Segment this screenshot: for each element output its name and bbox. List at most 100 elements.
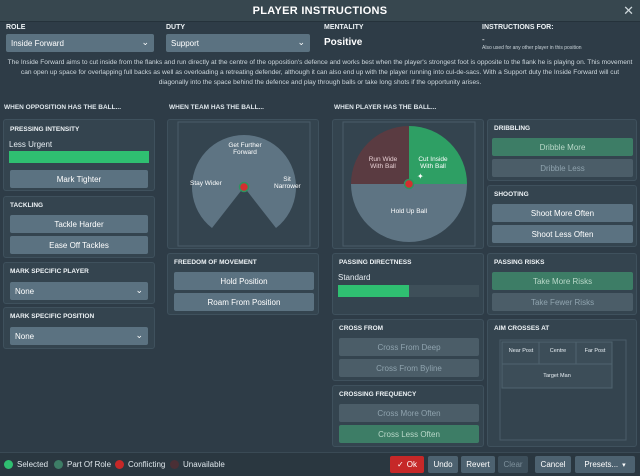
tackling-title: TACKLING	[10, 202, 44, 209]
passing-directness-panel: PASSING DIRECTNESS Standard	[332, 253, 484, 315]
section-team-ball: WHEN TEAM HAS THE BALL...	[169, 104, 264, 111]
team-ball-wheel[interactable]	[192, 135, 296, 228]
close-icon[interactable]: ✕	[623, 3, 634, 18]
sit-narrower-option[interactable]: Sit Narrower	[274, 176, 301, 190]
instructions-for-subtext: Also used for any other player in this p…	[482, 45, 582, 51]
mark-position-panel: MARK SPECIFIC POSITION None ⌄	[3, 307, 155, 349]
legend-conflicting-label: Conflicting	[128, 460, 166, 469]
ease-off-tackles-button[interactable]: Ease Off Tackles	[10, 236, 148, 254]
player-ball-pitch	[342, 121, 476, 247]
passing-directness-level: Standard	[338, 273, 371, 282]
passing-directness-fill	[338, 285, 409, 297]
cut-inside-option[interactable]: Cut Inside With Ball	[418, 156, 448, 170]
mentality-value: Positive	[324, 37, 363, 48]
run-wide-segment[interactable]	[351, 126, 409, 184]
mark-position-value: None	[15, 331, 35, 341]
pressing-panel: PRESSING INTENSITY Less Urgent Mark Tigh…	[3, 119, 155, 191]
cursor-icon: ✦	[417, 172, 424, 181]
role-description: The Inside Forward aims to cut inside fr…	[7, 59, 633, 86]
roam-from-position-button[interactable]: Roam From Position	[174, 293, 314, 311]
instructions-for-label: INSTRUCTIONS FOR:	[482, 24, 554, 31]
shoot-less-often-button[interactable]: Shoot Less Often	[492, 225, 633, 243]
cut-inside-segment[interactable]	[409, 126, 467, 184]
conflicting-dot-icon	[115, 460, 124, 469]
clear-button[interactable]: Clear	[498, 456, 528, 473]
presets-button[interactable]: Presets... ▾	[575, 456, 635, 473]
shoot-more-often-button[interactable]: Shoot More Often	[492, 204, 633, 222]
far-post-option[interactable]: Far Post	[584, 348, 606, 354]
target-man-option[interactable]: Target Man	[543, 373, 571, 379]
cross-more-often-button[interactable]: Cross More Often	[339, 404, 479, 422]
mark-position-dropdown[interactable]: None ⌄	[10, 327, 148, 345]
hold-up-ball-option[interactable]: Hold Up Ball	[390, 208, 428, 215]
undo-button[interactable]: Undo	[428, 456, 458, 473]
check-icon: ✓	[397, 460, 404, 469]
player-marker	[238, 181, 250, 193]
centre-option[interactable]: Centre	[549, 348, 567, 354]
ok-button[interactable]: ✓ Ok	[390, 456, 424, 473]
dribbling-panel: DRIBBLING Dribble More Dribble Less	[487, 119, 637, 181]
instructions-for-value: -	[482, 35, 485, 44]
chevron-down-icon: ⌄	[135, 285, 143, 295]
aim-crosses-box	[499, 339, 627, 441]
hold-position-button[interactable]: Hold Position	[174, 272, 314, 290]
freedom-title: FREEDOM OF MOVEMENT	[174, 259, 257, 266]
pressing-bar-track[interactable]	[9, 151, 149, 163]
legend-part-label: Part Of Role	[67, 460, 112, 469]
team-ball-panel: Get Further Forward Stay Wider Sit Narro…	[167, 119, 319, 249]
mark-tighter-button[interactable]: Mark Tighter	[10, 170, 148, 188]
section-opposition-ball: WHEN OPPOSITION HAS THE BALL...	[4, 104, 122, 111]
take-more-risks-button[interactable]: Take More Risks	[492, 272, 633, 290]
passing-directness-track[interactable]	[338, 285, 479, 297]
mark-player-panel: MARK SPECIFIC PLAYER None ⌄	[3, 262, 155, 304]
stay-wider-option[interactable]: Stay Wider	[190, 180, 222, 187]
chevron-down-icon: ⌄	[141, 37, 149, 47]
dribbling-title: DRIBBLING	[494, 125, 531, 132]
shooting-panel: SHOOTING Shoot More Often Shoot Less Oft…	[487, 185, 637, 247]
pressing-bar-fill	[9, 151, 149, 163]
take-fewer-risks-button[interactable]: Take Fewer Risks	[492, 293, 633, 311]
cross-less-often-button[interactable]: Cross Less Often	[339, 425, 479, 443]
mark-player-dropdown[interactable]: None ⌄	[10, 282, 148, 300]
cancel-button[interactable]: Cancel	[535, 456, 571, 473]
legend-selected-label: Selected	[17, 460, 49, 469]
unavailable-dot-icon	[170, 460, 179, 469]
chevron-down-icon: ▾	[622, 461, 626, 469]
role-value: Inside Forward	[11, 38, 64, 48]
legend-unavailable-label: Unavailable	[183, 460, 225, 469]
revert-button[interactable]: Revert	[461, 456, 495, 473]
chevron-down-icon: ⌄	[297, 37, 305, 47]
passing-risks-panel: PASSING RISKS Take More Risks Take Fewer…	[487, 253, 637, 315]
freedom-panel: FREEDOM OF MOVEMENT Hold Position Roam F…	[167, 253, 319, 315]
get-further-forward-option[interactable]: Get Further Forward	[228, 142, 262, 156]
pressing-level: Less Urgent	[9, 140, 53, 149]
dribble-more-button[interactable]: Dribble More	[492, 138, 633, 156]
hold-up-ball-segment[interactable]	[351, 184, 467, 242]
selected-dot-icon	[4, 460, 13, 469]
duty-label: DUTY	[166, 24, 186, 31]
run-wide-option[interactable]: Run Wide With Ball	[368, 156, 398, 170]
footer-bar	[0, 452, 640, 476]
duty-dropdown[interactable]: Support ⌄	[166, 34, 310, 52]
dribble-less-button[interactable]: Dribble Less	[492, 159, 633, 177]
mentality-label: MENTALITY	[324, 24, 364, 31]
section-player-ball: WHEN PLAYER HAS THE BALL...	[334, 104, 437, 111]
duty-value: Support	[171, 38, 200, 48]
tackle-harder-button[interactable]: Tackle Harder	[10, 215, 148, 233]
presets-label: Presets...	[584, 460, 619, 469]
pressing-title: PRESSING INTENSITY	[10, 126, 80, 133]
shooting-title: SHOOTING	[494, 191, 529, 198]
player-marker	[403, 178, 415, 190]
cross-from-deep-button[interactable]: Cross From Deep	[339, 338, 479, 356]
passing-risks-title: PASSING RISKS	[494, 259, 545, 266]
role-label: ROLE	[6, 24, 26, 31]
tackling-panel: TACKLING Tackle Harder Ease Off Tackles	[3, 196, 155, 258]
aim-crosses-panel: AIM CROSSES AT Near Post Centre Far Post…	[487, 319, 637, 447]
chevron-down-icon: ⌄	[135, 330, 143, 340]
crossing-frequency-panel: CROSSING FREQUENCY Cross More Often Cros…	[332, 385, 484, 447]
role-dropdown[interactable]: Inside Forward ⌄	[6, 34, 154, 52]
cross-from-byline-button[interactable]: Cross From Byline	[339, 359, 479, 377]
mark-player-title: MARK SPECIFIC PLAYER	[10, 268, 89, 275]
title-bar: PLAYER INSTRUCTIONS ✕	[0, 0, 640, 22]
near-post-option[interactable]: Near Post	[508, 348, 534, 354]
